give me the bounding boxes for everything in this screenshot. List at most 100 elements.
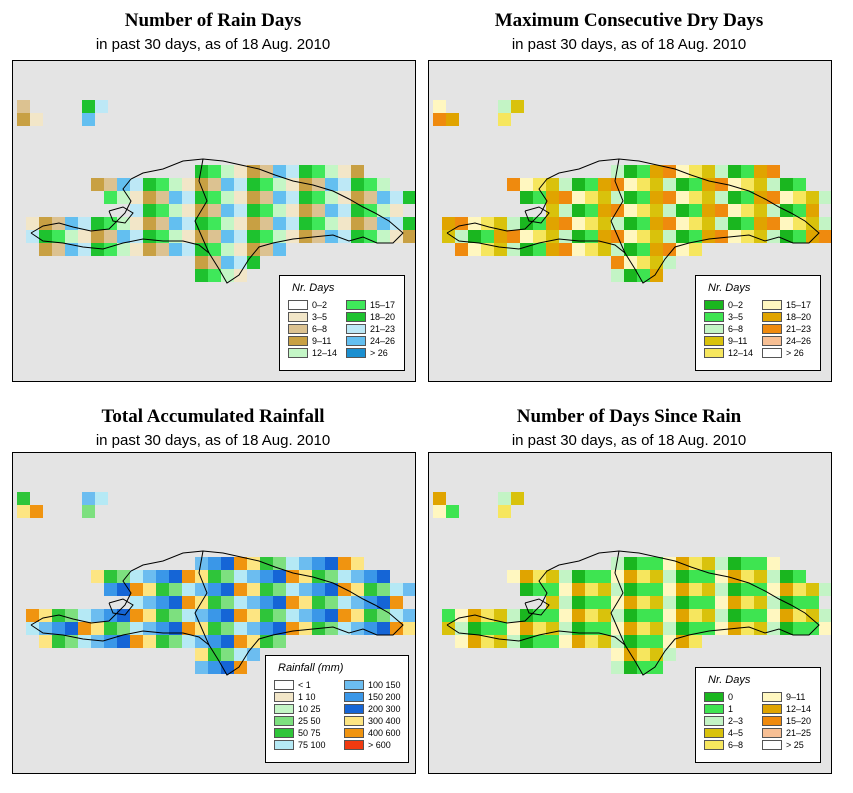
legend-swatch: [762, 348, 782, 358]
grid-cell: [728, 596, 741, 609]
grid-cell: [17, 113, 30, 126]
grid-cell: [208, 243, 221, 256]
grid-cell: [338, 609, 351, 622]
grid-cell: [312, 178, 325, 191]
legend-label: 0–2: [312, 300, 328, 310]
grid-cell: [767, 583, 780, 596]
grid-cell: [572, 230, 585, 243]
grid-cell: [117, 570, 130, 583]
legend-item: 150 200: [344, 692, 401, 702]
grid-cell: [377, 570, 390, 583]
grid-cell: [494, 243, 507, 256]
legend-swatch: [288, 312, 308, 322]
grid-cell: [234, 635, 247, 648]
legend-swatch: [704, 716, 724, 726]
grid-cell: [559, 230, 572, 243]
grid-cell: [767, 622, 780, 635]
legend-item: 1 10: [274, 692, 316, 702]
grid-cell: [91, 217, 104, 230]
grid-cell: [689, 230, 702, 243]
grid-cell: [91, 635, 104, 648]
grid-cell: [247, 191, 260, 204]
panel-rain-days: Number of Rain Days in past 30 days, as …: [0, 0, 426, 396]
legend-item: 24–26: [762, 336, 811, 346]
legend-label: > 26: [786, 348, 804, 358]
legend-swatch: [288, 324, 308, 334]
grid-cell: [637, 243, 650, 256]
grid-cell: [351, 609, 364, 622]
grid-cell: [741, 622, 754, 635]
grid-cell: [195, 570, 208, 583]
island-outline: [108, 206, 134, 224]
map-grid: [17, 492, 415, 676]
grid-cell: [780, 178, 793, 191]
grid-cell: [546, 204, 559, 217]
grid-cell: [650, 622, 663, 635]
grid-cell: [585, 230, 598, 243]
grid-cell: [468, 230, 481, 243]
legend-item: 12–14: [288, 348, 337, 358]
grid-cell: [511, 100, 524, 113]
grid-cell: [17, 100, 30, 113]
grid-cell: [546, 583, 559, 596]
grid-cell: [637, 609, 650, 622]
grid-cell: [208, 609, 221, 622]
legend-swatch: [288, 300, 308, 310]
grid-cell: [234, 661, 247, 674]
grid-cell: [754, 217, 767, 230]
grid-cell: [793, 217, 806, 230]
grid-cell: [325, 165, 338, 178]
grid-cell: [338, 230, 351, 243]
grid-cell: [143, 204, 156, 217]
grid-cell: [182, 583, 195, 596]
grid-cell: [221, 635, 234, 648]
grid-cell: [351, 622, 364, 635]
grid-cell: [650, 165, 663, 178]
grid-cell: [728, 191, 741, 204]
grid-cell: [533, 243, 546, 256]
grid-cell: [767, 204, 780, 217]
legend-swatch: [762, 692, 782, 702]
coastline: [30, 158, 404, 284]
grid-cell: [793, 178, 806, 191]
grid-cell: [299, 217, 312, 230]
grid-cell: [247, 635, 260, 648]
grid-cell: [156, 635, 169, 648]
grid-cell: [247, 243, 260, 256]
grid-cell: [611, 557, 624, 570]
grid-cell: [806, 583, 819, 596]
grid-cell: [559, 609, 572, 622]
grid-cell: [624, 204, 637, 217]
grid-cell: [325, 191, 338, 204]
grid-cell: [663, 191, 676, 204]
grid-cell: [156, 204, 169, 217]
grid-cell: [169, 204, 182, 217]
legend-swatch: [344, 740, 364, 750]
grid-cell: [624, 217, 637, 230]
grid-cell: [728, 557, 741, 570]
grid-cell: [598, 570, 611, 583]
grid-cell: [65, 622, 78, 635]
grid-cell: [715, 230, 728, 243]
grid-cell: [208, 165, 221, 178]
border-line: [610, 550, 626, 646]
grid-cell: [143, 217, 156, 230]
grid-cell: [273, 204, 286, 217]
grid-cell: [78, 635, 91, 648]
grid-cell: [95, 492, 108, 505]
grid-cell: [130, 609, 143, 622]
legend-item: 75 100: [274, 740, 326, 750]
grid-cell: [312, 165, 325, 178]
grid-cell: [715, 570, 728, 583]
border-line: [610, 158, 626, 254]
legend-swatch: [344, 680, 364, 690]
grid-cell: [650, 570, 663, 583]
legend-item: 24–26: [346, 336, 395, 346]
grid-cell: [741, 570, 754, 583]
grid-cell: [689, 635, 702, 648]
legend-item: 15–20: [762, 716, 811, 726]
grid-cell: [169, 635, 182, 648]
grid-cell: [39, 243, 52, 256]
grid-cell: [95, 100, 108, 113]
grid-cell: [598, 230, 611, 243]
